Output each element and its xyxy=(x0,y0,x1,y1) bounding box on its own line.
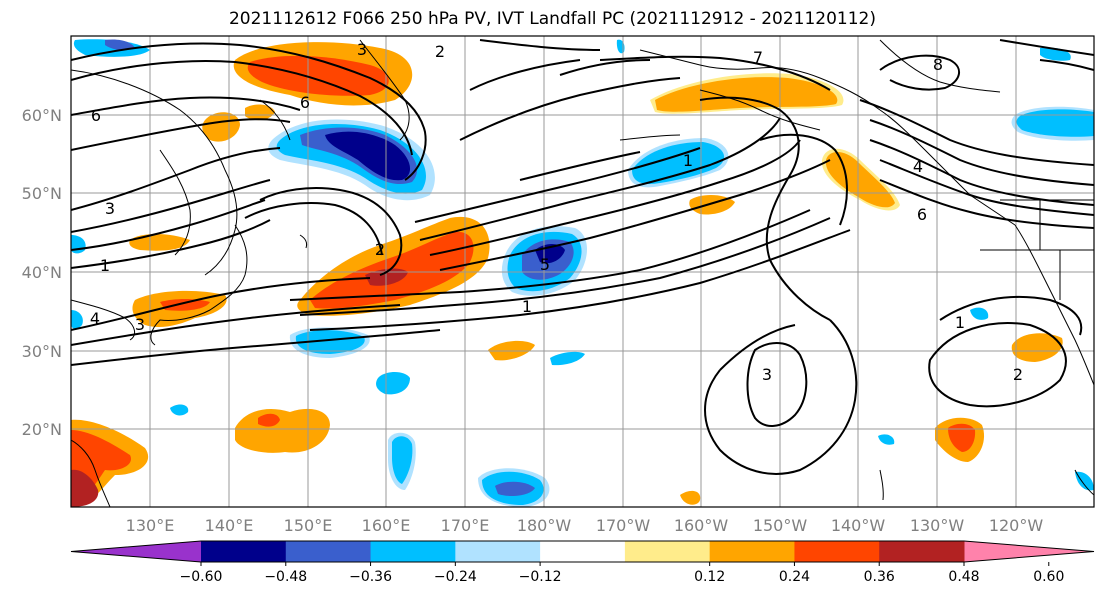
colorbar-tick-label: −0.60 xyxy=(180,569,223,585)
contour-label: 3 xyxy=(357,40,367,59)
colorbar-segment xyxy=(709,541,795,562)
colorbar-tick-label: −0.48 xyxy=(264,569,307,585)
contour-label: 2 xyxy=(375,240,385,259)
shading-blue xyxy=(1016,109,1094,137)
contour-label: 3 xyxy=(762,365,772,384)
coastlines xyxy=(71,39,1094,507)
shading-orange xyxy=(680,490,701,505)
contour-label: 3 xyxy=(105,199,115,218)
colorbar-segment xyxy=(201,541,287,562)
contour-label: 3 xyxy=(135,315,145,334)
contour-label: 6 xyxy=(91,106,101,125)
shading-orange xyxy=(129,234,190,251)
shading-red xyxy=(160,299,210,311)
lon-label: 130°W xyxy=(910,516,965,535)
contour-label: 2 xyxy=(435,42,445,61)
lon-label: 170°E xyxy=(441,516,490,535)
shading-blue xyxy=(376,372,410,395)
latitude-labels: 60°N 50°N 40°N 30°N 20°N xyxy=(22,106,62,439)
lat-label: 20°N xyxy=(22,420,62,439)
shading-orange xyxy=(202,112,240,142)
shading-dark-blue xyxy=(325,131,411,181)
shading-blue xyxy=(878,434,895,445)
shading-blue xyxy=(392,436,413,484)
contour-label: 2 xyxy=(1013,365,1023,384)
colorbar-tick-label: 0.12 xyxy=(694,569,725,585)
contour-label: 6 xyxy=(917,205,927,224)
shading-blue xyxy=(295,330,365,354)
lon-label: 140°E xyxy=(205,516,254,535)
shading-red xyxy=(258,413,280,427)
colorbar-max-extension xyxy=(964,541,1094,562)
shading-dark-red xyxy=(71,469,99,507)
lon-label: 160°W xyxy=(674,516,729,535)
colorbar-segment xyxy=(540,541,626,562)
shading-red xyxy=(247,55,389,96)
colorbar-tick-label: 0.36 xyxy=(864,569,895,585)
contour-label: 7 xyxy=(753,48,763,67)
colorbar-segment xyxy=(455,541,541,562)
lon-label: 130°E xyxy=(126,516,175,535)
lon-label: 140°W xyxy=(831,516,886,535)
contour-label: 4 xyxy=(90,309,100,328)
colorbar-tick-label: 0.60 xyxy=(1033,569,1064,585)
colorbar-tick-label: −0.12 xyxy=(519,569,562,585)
lon-label: 150°E xyxy=(284,516,333,535)
colorbar-segment xyxy=(794,541,880,562)
shading-orange xyxy=(245,104,275,121)
colorbar-segment xyxy=(285,541,372,562)
colorbar-segment xyxy=(624,541,711,562)
shading-blue xyxy=(550,351,585,366)
shading-blue xyxy=(1075,471,1094,491)
shading-blue xyxy=(970,307,989,320)
shading-blue xyxy=(71,310,83,329)
shading-mid-blue xyxy=(105,39,135,51)
colorbar-tick-label: −0.24 xyxy=(434,569,477,585)
shading-orange xyxy=(1011,333,1063,362)
lat-label: 30°N xyxy=(22,342,62,361)
lat-label: 40°N xyxy=(22,263,62,282)
colorbar-segment xyxy=(370,541,456,562)
lon-label: 160°E xyxy=(362,516,411,535)
contour-label: 1 xyxy=(683,151,693,170)
contour-label: 1 xyxy=(955,313,965,332)
shading-blue xyxy=(170,404,189,416)
lat-label: 50°N xyxy=(22,184,62,203)
lon-label: 120°W xyxy=(989,516,1044,535)
colorbar-min-extension xyxy=(71,541,201,562)
contour-label: 5 xyxy=(540,255,550,274)
lon-label: 170°W xyxy=(596,516,651,535)
lon-label: 180°W xyxy=(517,516,572,535)
colorbar-tick-label: −0.36 xyxy=(349,569,392,585)
pv-contours xyxy=(71,39,1094,475)
map-title: 2021112612 F066 250 hPa PV, IVT Landfall… xyxy=(228,9,876,29)
lon-label: 150°W xyxy=(753,516,808,535)
shading-mid-blue xyxy=(495,481,535,496)
shading-red xyxy=(948,423,976,452)
contour-label: 8 xyxy=(933,55,943,74)
longitude-labels: 130°E 140°E 150°E 160°E 170°E 180°W 170°… xyxy=(126,516,1044,535)
colorbar-tick-label: 0.48 xyxy=(948,569,979,585)
contour-label: 1 xyxy=(100,256,110,275)
colorbar-tick-label: 0.24 xyxy=(779,569,810,585)
contour-label: 6 xyxy=(300,93,310,112)
contour-labels: 3 2 7 8 6 6 3 1 4 3 2 5 1 1 4 6 1 2 3 xyxy=(90,40,1023,384)
lat-label: 60°N xyxy=(22,106,62,125)
contour-label: 1 xyxy=(522,297,532,316)
contour-label: 4 xyxy=(913,157,923,176)
colorbar: −0.60 −0.48 −0.36 −0.24 −0.12 0.12 0.24 0.36 0.4… xyxy=(70,540,1095,585)
plot-frame xyxy=(70,35,1095,508)
colorbar-segment xyxy=(879,541,965,562)
